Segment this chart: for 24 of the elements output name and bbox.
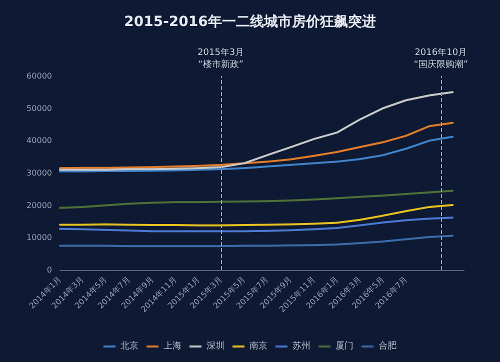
y-tick-label: 40000 — [26, 136, 52, 146]
legend-label: 南京 — [250, 340, 268, 352]
y-tick-label: 0 — [46, 266, 52, 274]
y-tick-label: 20000 — [26, 200, 52, 210]
line-series — [59, 204, 454, 226]
y-tick-label: 60000 — [26, 72, 52, 80]
ref-line-label: 2016年10月 “国庆限购潮” — [414, 47, 468, 70]
line-series — [59, 122, 454, 170]
ref-line-label: 2015年3月 “楼市新政” — [198, 47, 244, 70]
legend-label: 北京 — [120, 340, 138, 352]
line-series — [59, 190, 454, 209]
chart-title: 2015-2016年一二线城市房价狂飙突进 — [124, 13, 376, 30]
legend-label: 深圳 — [206, 340, 224, 352]
legend-label: 厦门 — [336, 340, 354, 352]
line-series — [59, 234, 454, 248]
y-tick-label: 50000 — [26, 104, 52, 113]
line-series — [59, 91, 454, 171]
line-series — [59, 136, 454, 172]
legend-label: 上海 — [164, 340, 182, 352]
y-tick-label: 10000 — [26, 233, 52, 242]
line-series — [59, 216, 454, 232]
legend-label: 苏州 — [292, 340, 310, 352]
y-tick-label: 30000 — [26, 168, 52, 178]
legend-label: 合肥 — [378, 340, 396, 352]
